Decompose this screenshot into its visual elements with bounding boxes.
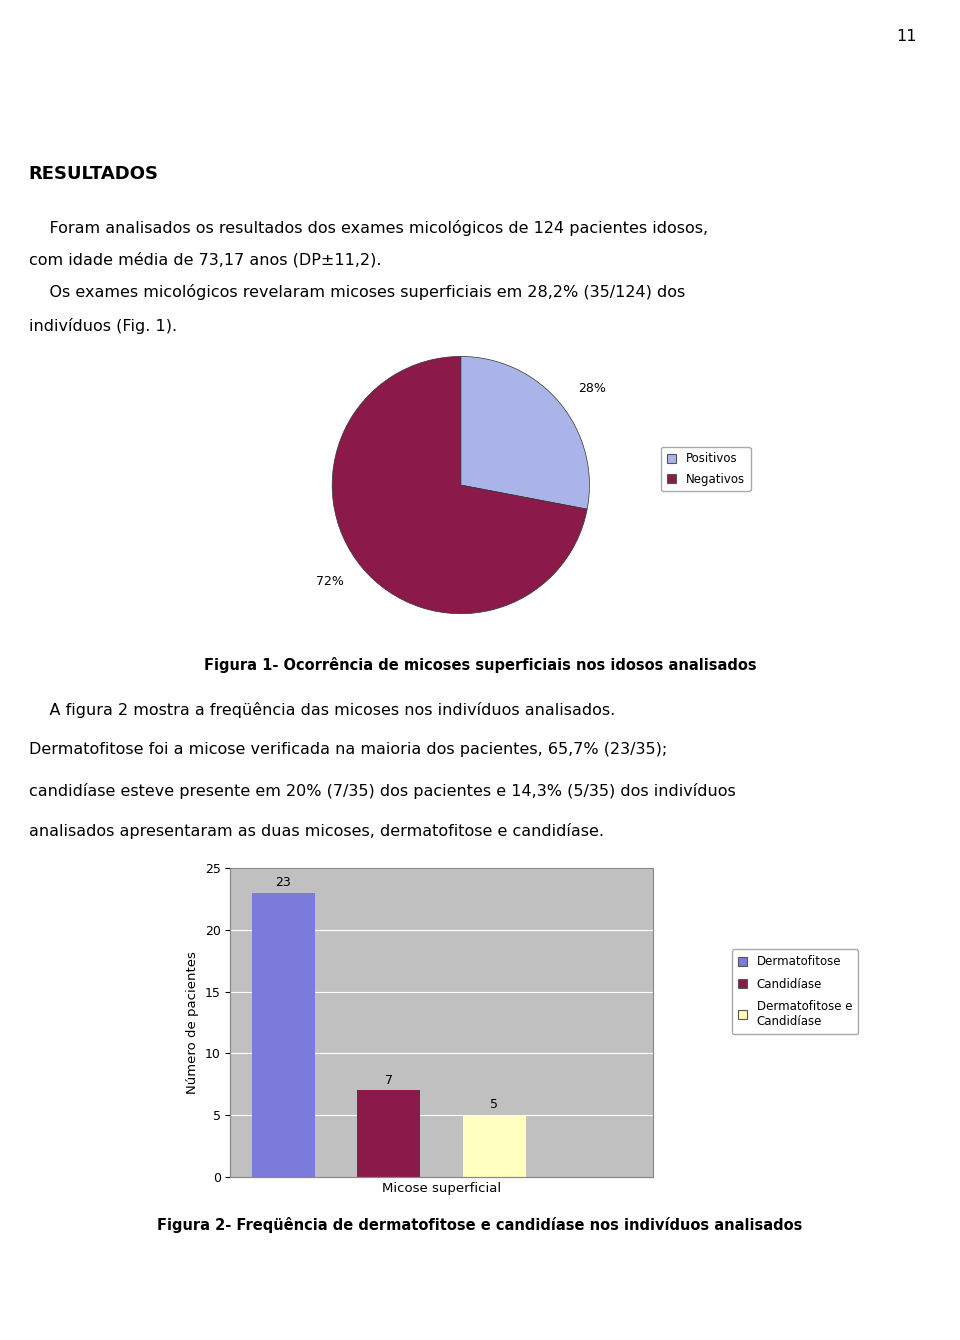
Text: 28%: 28%	[578, 382, 606, 395]
Text: 5: 5	[491, 1099, 498, 1111]
Text: A figura 2 mostra a freqüência das micoses nos indivíduos analisados.: A figura 2 mostra a freqüência das micos…	[29, 702, 615, 718]
Legend: Positivos, Negativos: Positivos, Negativos	[660, 446, 751, 492]
Text: Figura 2- Freqüência de dermatofitose e candidíase nos indivíduos analisados: Figura 2- Freqüência de dermatofitose e …	[157, 1217, 803, 1233]
Text: RESULTADOS: RESULTADOS	[29, 165, 158, 182]
Text: Figura 1- Ocorrência de micoses superficiais nos idosos analisados: Figura 1- Ocorrência de micoses superfic…	[204, 657, 756, 673]
Text: 72%: 72%	[316, 575, 344, 588]
Bar	[230, 868, 653, 1177]
Legend: Dermatofitose, Candidíase, Dermatofitose e
Candidíase: Dermatofitose, Candidíase, Dermatofitose…	[732, 949, 858, 1034]
Text: Dermatofitose foi a micose verificada na maioria dos pacientes, 65,7% (23/35);: Dermatofitose foi a micose verificada na…	[29, 742, 667, 757]
Wedge shape	[461, 356, 589, 509]
Text: analisados apresentaram as duas micoses, dermatofitose e candidíase.: analisados apresentaram as duas micoses,…	[29, 823, 604, 839]
Text: indivíduos (Fig. 1).: indivíduos (Fig. 1).	[29, 318, 177, 334]
Text: Os exames micológicos revelaram micoses superficiais em 28,2% (35/124) dos: Os exames micológicos revelaram micoses …	[29, 284, 685, 300]
Y-axis label: Número de pacientes: Número de pacientes	[186, 951, 200, 1093]
X-axis label: Micose superficial: Micose superficial	[382, 1182, 501, 1195]
Text: 7: 7	[385, 1073, 393, 1087]
Text: candidíase esteve presente em 20% (7/35) dos pacientes e 14,3% (5/35) dos indiví: candidíase esteve presente em 20% (7/35)…	[29, 783, 735, 799]
Text: Foram analisados os resultados dos exames micológicos de 124 pacientes idosos,: Foram analisados os resultados dos exame…	[29, 220, 708, 236]
Text: 23: 23	[276, 876, 291, 890]
Bar	[357, 1091, 420, 1177]
Bar	[463, 1115, 526, 1177]
Text: com idade média de 73,17 anos (DP±11,2).: com idade média de 73,17 anos (DP±11,2).	[29, 252, 381, 268]
Text: 11: 11	[897, 29, 917, 44]
Wedge shape	[332, 356, 588, 614]
Bar	[252, 892, 315, 1177]
